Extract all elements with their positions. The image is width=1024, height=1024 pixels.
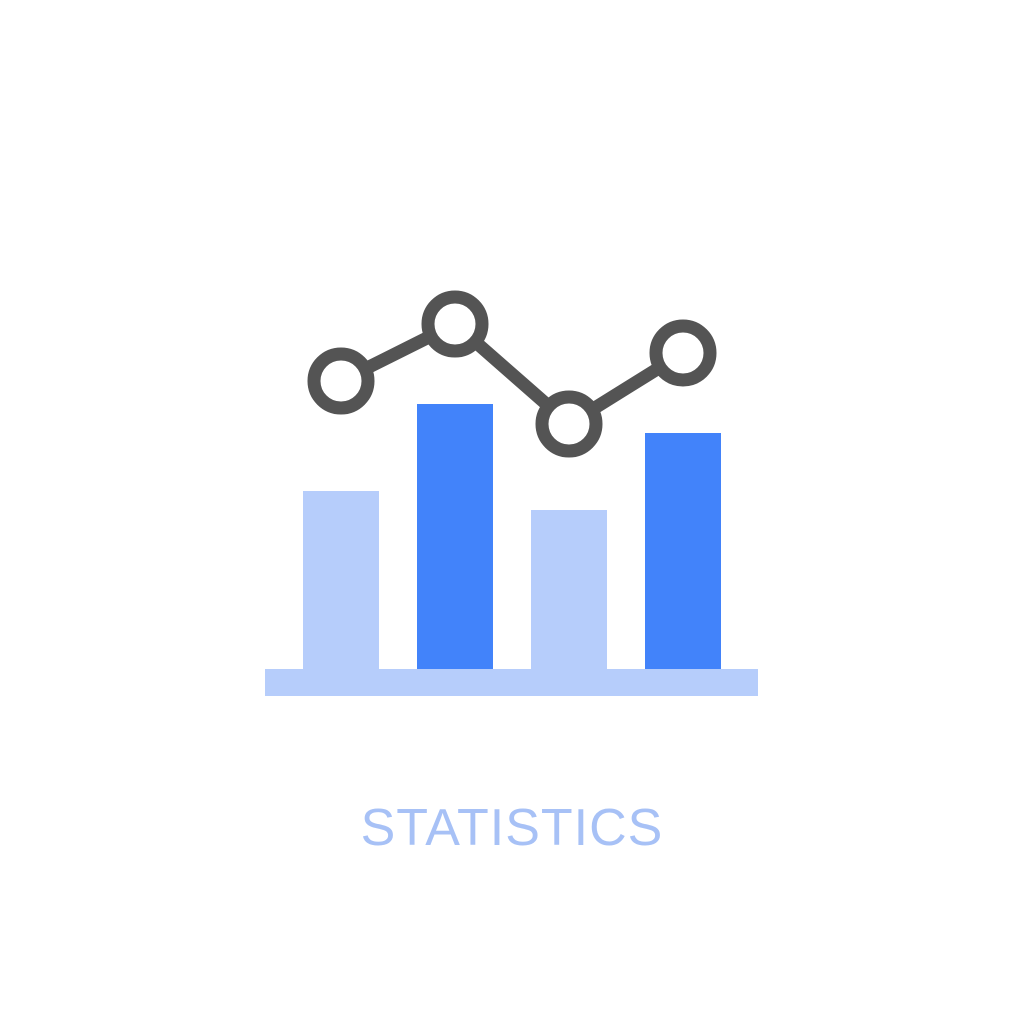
bars-group [303,404,721,669]
trend-node [421,290,489,358]
trend-line [334,317,690,431]
chart-baseline [265,669,758,696]
chart-bar [531,510,607,669]
chart-bar [303,491,379,669]
trend-node [307,347,375,415]
trend-nodes [307,290,717,458]
trend-node [535,390,603,458]
caption-text: STATISTICS [360,799,664,857]
chart-bar [417,404,493,669]
trend-node [649,319,717,387]
chart-bar [645,433,721,669]
